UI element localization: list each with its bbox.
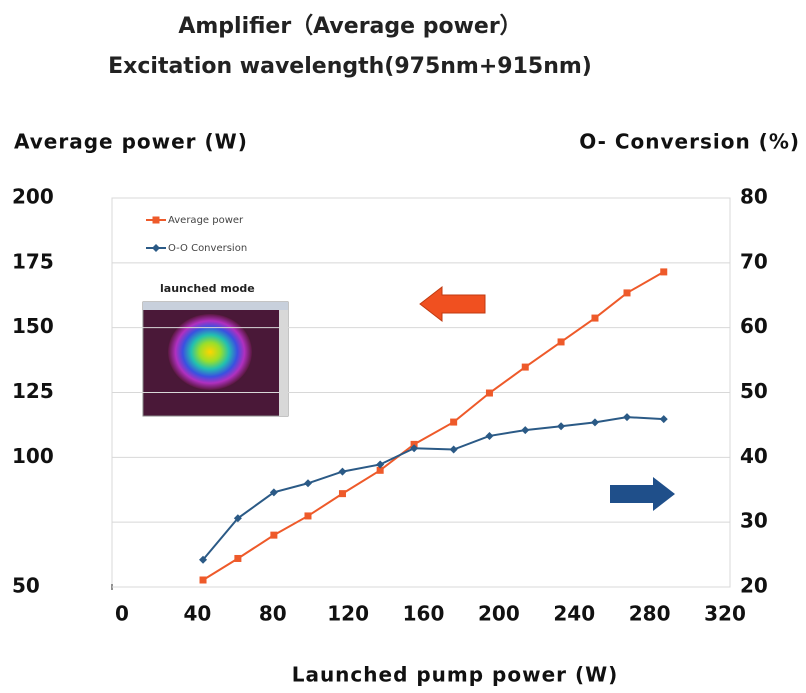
x-tick-label: 280	[629, 602, 671, 626]
x-tick-label: 240	[553, 602, 595, 626]
y2-tick-label: 20	[740, 574, 768, 598]
y2-tick-label: 80	[740, 185, 768, 209]
point	[557, 338, 565, 346]
y2-tick-label: 40	[740, 444, 768, 468]
x-tick-label: 40	[183, 602, 211, 626]
y-axis-label: Average power (W)	[14, 130, 248, 154]
x-axis-label: Launched pump power (W)	[292, 663, 619, 687]
legend-label: Average power	[168, 215, 244, 226]
series-line	[202, 271, 665, 581]
legend-marker	[152, 216, 160, 224]
point	[659, 415, 668, 424]
point	[660, 268, 668, 276]
inset-image: launched mode	[142, 282, 289, 417]
point	[338, 490, 346, 498]
point	[521, 363, 529, 371]
y2-tick-label: 70	[740, 249, 768, 273]
y-tick-label: 200	[12, 185, 54, 209]
point	[199, 555, 208, 564]
y2-tick-label: 30	[740, 509, 768, 533]
legend-label: O-O Conversion	[168, 243, 247, 254]
arrow-right	[610, 477, 675, 511]
point	[450, 418, 458, 426]
arrow-left	[419, 285, 486, 323]
chart-subtitle: Excitation wavelength(975nm+915nm)	[108, 54, 592, 79]
point	[233, 514, 242, 523]
point	[623, 413, 632, 422]
point	[521, 426, 530, 435]
series-line	[202, 416, 664, 561]
y2-tick-label: 50	[740, 379, 768, 403]
point	[449, 445, 458, 454]
point	[410, 444, 419, 453]
chart-title: Amplifier（Average power）	[178, 14, 521, 39]
point	[338, 467, 347, 476]
point	[234, 554, 242, 562]
point	[376, 460, 385, 469]
x-tick-label: 0	[115, 602, 129, 626]
point	[303, 479, 312, 488]
x-tick-label: 80	[259, 602, 287, 626]
y-tick-label: 150	[12, 314, 54, 338]
point	[485, 431, 494, 440]
point	[376, 466, 384, 474]
y2-axis-label: O- Conversion (%)	[579, 130, 800, 154]
x-tick-label: 160	[403, 602, 445, 626]
point	[590, 418, 599, 427]
point	[485, 389, 493, 397]
y-tick-label: 175	[12, 249, 54, 273]
x-tick-label: 200	[478, 602, 520, 626]
x-tick-label: 320	[704, 602, 746, 626]
point	[304, 512, 312, 520]
point	[269, 488, 278, 497]
y-tick-label: 100	[12, 444, 54, 468]
point	[557, 422, 566, 431]
y-tick-label: 50	[12, 574, 40, 598]
y2-tick-label: 60	[740, 314, 768, 338]
legend: Average power O-O Conversion	[146, 215, 247, 254]
x-tick-label: 120	[327, 602, 369, 626]
inset-label: launched mode	[160, 282, 255, 295]
legend-marker	[152, 244, 160, 252]
point	[591, 314, 599, 322]
y-tick-label: 125	[12, 379, 54, 403]
point	[623, 289, 631, 297]
point	[270, 531, 278, 539]
point	[199, 576, 207, 584]
